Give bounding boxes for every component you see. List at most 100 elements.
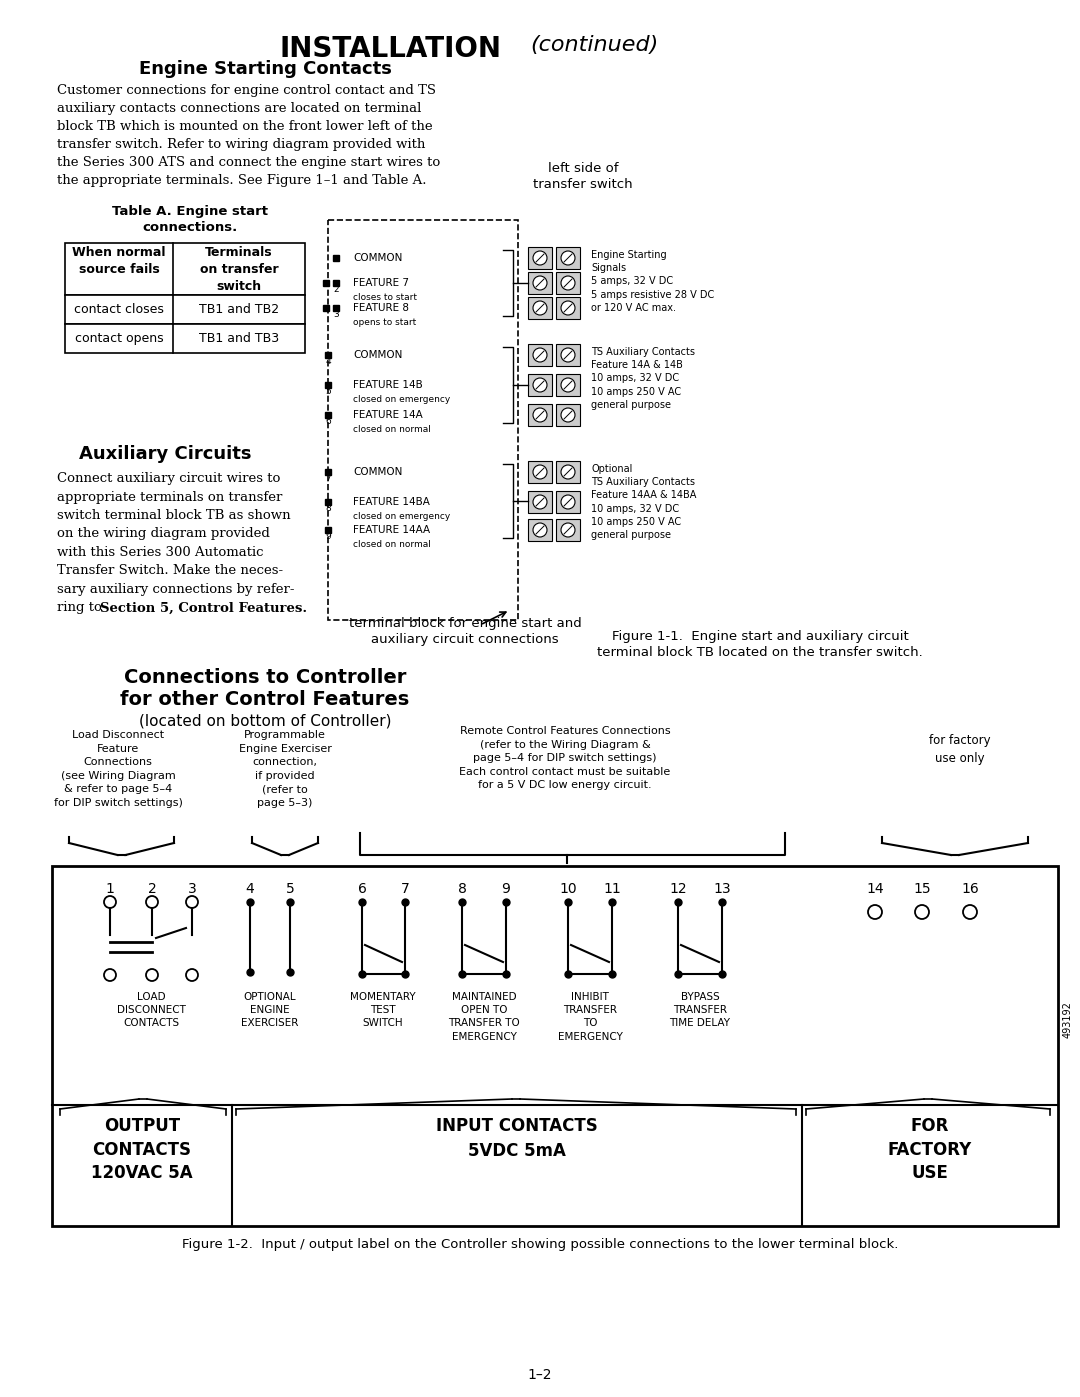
Bar [556,520,580,541]
Text: 11: 11 [603,882,621,895]
Circle shape [868,905,882,919]
Text: 7: 7 [325,474,330,483]
Text: Connections to Controller: Connections to Controller [124,668,406,687]
Circle shape [561,300,575,314]
Circle shape [534,408,546,422]
Bar [65,295,305,324]
Text: auxiliary contacts connections are located on terminal: auxiliary contacts connections are locat… [57,102,421,115]
Circle shape [104,895,116,908]
Text: 6: 6 [325,416,330,426]
Text: 12: 12 [670,882,687,895]
Bar [52,866,1058,1227]
Text: INSTALLATION: INSTALLATION [279,35,501,63]
Circle shape [561,379,575,393]
Text: 13: 13 [713,882,731,895]
Bar [328,219,518,620]
Text: on the wiring diagram provided: on the wiring diagram provided [57,528,270,541]
Text: Load Disconnect
Feature
Connections
(see Wiring Diagram
& refer to page 5–4
for : Load Disconnect Feature Connections (see… [54,731,183,807]
Circle shape [534,348,546,362]
Text: Optional
TS Auxiliary Contacts
Feature 14AA & 14BA
10 amps, 32 V DC
10 amps 250 : Optional TS Auxiliary Contacts Feature 1… [591,464,697,541]
Text: MOMENTARY
TEST
SWITCH: MOMENTARY TEST SWITCH [350,992,416,1028]
Text: FEATURE 14B: FEATURE 14B [353,380,422,390]
Text: closed on normal: closed on normal [353,425,431,434]
Bar [556,490,580,513]
Circle shape [104,970,116,981]
Text: 10: 10 [559,882,577,895]
Text: 9: 9 [501,882,511,895]
Text: closed on emergency: closed on emergency [353,511,450,521]
Text: COMMON: COMMON [353,351,403,360]
Text: FEATURE 14BA: FEATURE 14BA [353,497,430,507]
Bar [65,324,305,353]
Text: 1–2: 1–2 [528,1368,552,1382]
Circle shape [146,895,158,908]
Text: OUTPUT
CONTACTS
120VAC 5A: OUTPUT CONTACTS 120VAC 5A [91,1118,193,1182]
Text: 16: 16 [961,882,978,895]
Text: TS Auxiliary Contacts
Feature 14A & 14B
10 amps, 32 V DC
10 amps 250 V AC
genera: TS Auxiliary Contacts Feature 14A & 14B … [591,346,696,409]
Text: Table A. Engine start: Table A. Engine start [112,205,268,218]
Text: 2: 2 [148,882,157,895]
Circle shape [561,522,575,536]
Text: ring to: ring to [57,602,106,615]
Text: MAINTAINED
OPEN TO
TRANSFER TO
EMERGENCY: MAINTAINED OPEN TO TRANSFER TO EMERGENCY [448,992,519,1042]
Text: Transfer Switch. Make the neces-: Transfer Switch. Make the neces- [57,564,283,577]
Circle shape [534,495,546,509]
Text: the Series 300 ATS and connect the engine start wires to: the Series 300 ATS and connect the engin… [57,156,441,169]
Text: 8: 8 [458,882,467,895]
Text: Engine Starting Contacts: Engine Starting Contacts [138,60,391,78]
Bar [65,243,305,295]
Circle shape [561,251,575,265]
Text: closed on emergency: closed on emergency [353,395,450,404]
Text: 9: 9 [325,532,330,541]
Circle shape [534,522,546,536]
Text: opens to start: opens to start [353,319,416,327]
Text: 3: 3 [188,882,197,895]
Text: OPTIONAL
ENGINE
EXERCISER: OPTIONAL ENGINE EXERCISER [241,992,299,1028]
Text: LOAD
DISCONNECT
CONTACTS: LOAD DISCONNECT CONTACTS [117,992,186,1028]
Text: FEATURE 8: FEATURE 8 [353,303,409,313]
Text: (continued): (continued) [530,35,658,54]
Text: for factory
use only: for factory use only [929,733,990,766]
Text: connections.: connections. [143,221,238,235]
Text: sary auxiliary connections by refer-: sary auxiliary connections by refer- [57,583,295,597]
Circle shape [534,277,546,291]
Circle shape [534,300,546,314]
Bar [556,272,580,293]
Bar [528,520,552,541]
Bar [528,272,552,293]
Text: COMMON: COMMON [353,253,403,263]
Text: 14: 14 [866,882,883,895]
Bar [528,404,552,426]
Text: 15: 15 [914,882,931,895]
Text: 6: 6 [357,882,366,895]
Bar [556,404,580,426]
Text: 1: 1 [106,882,114,895]
Text: switch terminal block TB as shown: switch terminal block TB as shown [57,509,291,522]
Text: Figure 1-1.  Engine start and auxiliary circuit: Figure 1-1. Engine start and auxiliary c… [611,630,908,643]
Text: transfer switch: transfer switch [534,177,633,191]
Text: 2: 2 [334,285,339,293]
Text: Figure 1-2.  Input / output label on the Controller showing possible connections: Figure 1-2. Input / output label on the … [181,1238,899,1250]
Circle shape [186,895,198,908]
Circle shape [534,251,546,265]
Circle shape [534,379,546,393]
Bar [556,461,580,483]
Circle shape [561,408,575,422]
Text: 3: 3 [333,310,339,319]
Text: Auxiliary Circuits: Auxiliary Circuits [79,446,252,462]
Text: terminal block for engine start and: terminal block for engine start and [349,617,581,630]
Bar [556,374,580,395]
Text: with this Series 300 Automatic: with this Series 300 Automatic [57,546,264,559]
Text: the appropriate terminals. See Figure 1–1 and Table A.: the appropriate terminals. See Figure 1–… [57,175,427,187]
Bar [528,344,552,366]
Bar [528,374,552,395]
Text: Remote Control Features Connections
(refer to the Wiring Diagram &
page 5–4 for : Remote Control Features Connections (ref… [459,726,671,791]
Text: closed on normal: closed on normal [353,541,431,549]
Text: INHIBIT
TRANSFER
TO
EMERGENCY: INHIBIT TRANSFER TO EMERGENCY [557,992,622,1042]
Text: 4: 4 [245,882,255,895]
Text: terminal block TB located on the transfer switch.: terminal block TB located on the transfe… [597,645,923,659]
Text: COMMON: COMMON [353,467,403,476]
Bar [528,247,552,270]
Text: left side of: left side of [548,162,618,175]
Text: Connect auxiliary circuit wires to: Connect auxiliary circuit wires to [57,472,281,485]
